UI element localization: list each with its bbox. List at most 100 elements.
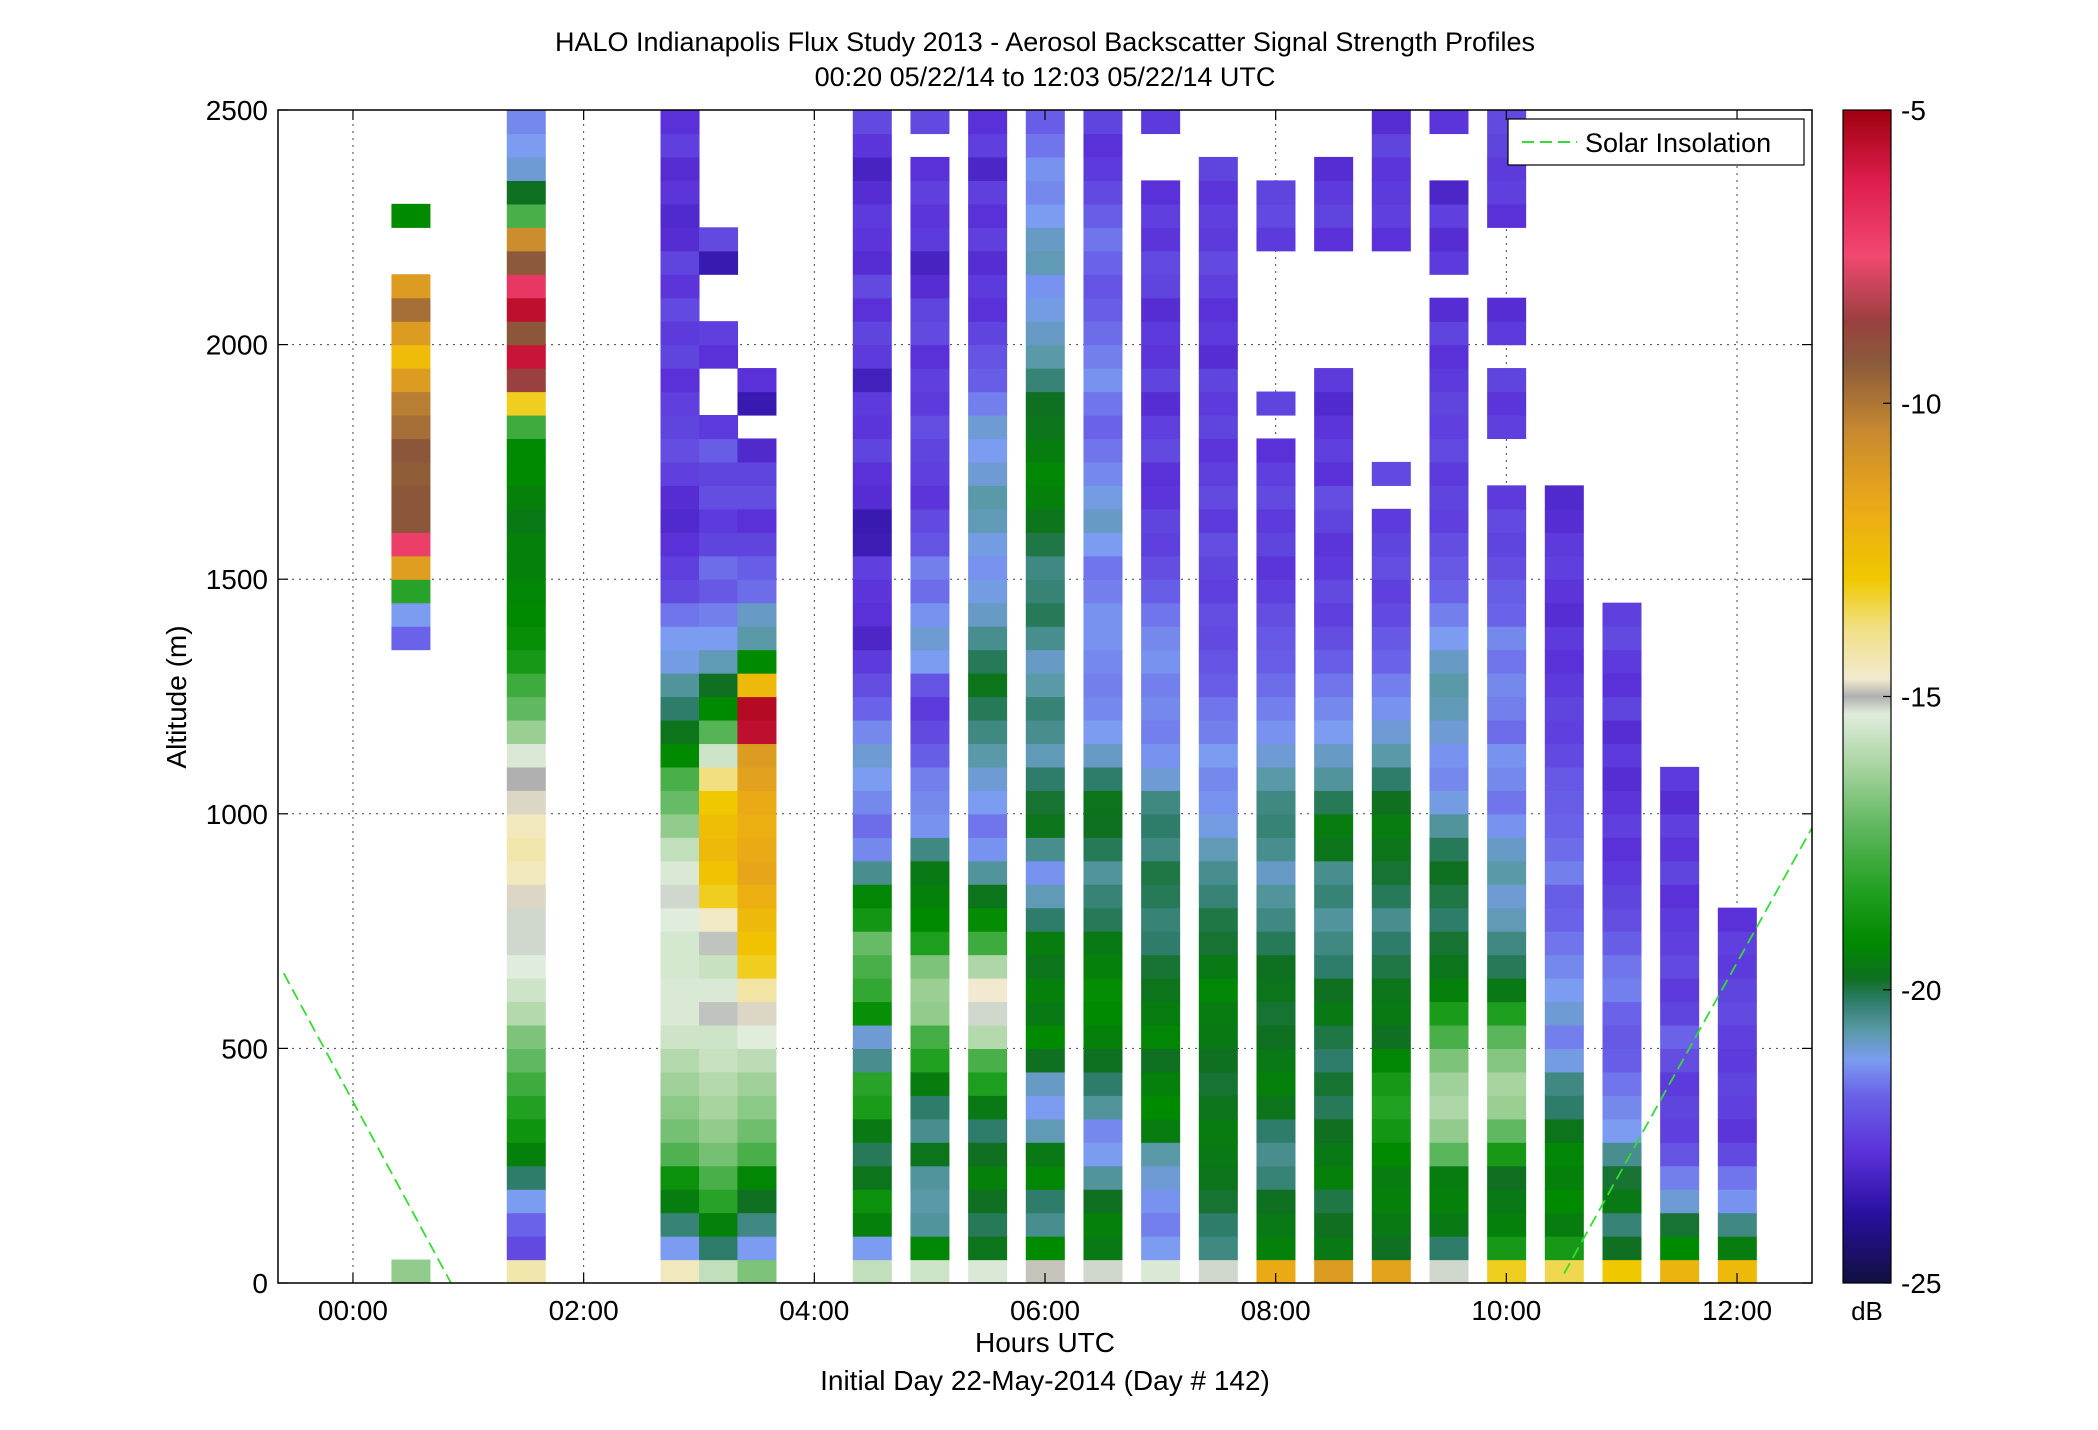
heatmap-cell: [1602, 1024, 1642, 1049]
heatmap-cell: [1429, 461, 1469, 486]
heatmap-cell: [1141, 485, 1181, 510]
heatmap-cell: [1429, 297, 1469, 322]
heatmap-cell: [852, 532, 892, 557]
heatmap-cell: [699, 321, 739, 346]
heatmap-cell: [1544, 579, 1584, 604]
heatmap-cell: [1256, 790, 1296, 815]
heatmap-cell: [852, 1118, 892, 1143]
heatmap-cell: [1256, 227, 1296, 252]
heatmap-cell: [1025, 931, 1065, 956]
heatmap-cell: [1083, 743, 1123, 768]
heatmap-cell: [1025, 438, 1065, 463]
heatmap-cell: [1371, 954, 1411, 979]
heatmap-cell: [910, 110, 950, 135]
heatmap-cell: [1371, 766, 1411, 791]
heatmap-cell: [1544, 837, 1584, 862]
heatmap-cell: [852, 227, 892, 252]
heatmap-cell: [1025, 321, 1065, 346]
heatmap-cell: [660, 156, 700, 181]
colorbar-tick-label: -5: [1901, 95, 1926, 126]
heatmap-cell: [1256, 813, 1296, 838]
heatmap-cell: [1487, 954, 1527, 979]
heatmap-cell: [1025, 414, 1065, 440]
heatmap-cell: [1314, 1142, 1354, 1167]
heatmap-cell: [1660, 766, 1700, 791]
heatmap-cell: [1256, 1165, 1296, 1190]
heatmap-cell: [968, 1024, 1008, 1049]
heatmap-cell: [1256, 461, 1296, 486]
heatmap-cell: [968, 1095, 1008, 1120]
heatmap-cell: [1256, 884, 1296, 909]
heatmap-cell: [660, 414, 700, 440]
heatmap-cell: [852, 1095, 892, 1120]
heatmap-cell: [1083, 719, 1123, 745]
heatmap-cell: [506, 860, 546, 885]
x-tick-label: 10:00: [1471, 1295, 1541, 1326]
heatmap-cell: [1544, 1071, 1584, 1096]
heatmap-cell: [1314, 719, 1354, 745]
heatmap-cell: [1429, 954, 1469, 979]
heatmap-cell: [1717, 978, 1757, 1003]
heatmap-cell: [1314, 461, 1354, 486]
heatmap-cell: [1025, 766, 1065, 791]
heatmap-cell: [852, 719, 892, 745]
heatmap-cell: [506, 1142, 546, 1167]
heatmap-cell: [506, 203, 546, 228]
heatmap-cell: [1083, 110, 1123, 135]
heatmap-cell: [1487, 696, 1527, 721]
heatmap-cell: [699, 1236, 739, 1261]
heatmap-cell: [910, 931, 950, 956]
solar-insolation-lines: [282, 827, 1812, 1283]
heatmap-cell: [1314, 532, 1354, 557]
heatmap-cell: [1487, 907, 1527, 932]
heatmap-cell: [660, 532, 700, 557]
heatmap-cell: [699, 1259, 739, 1283]
heatmap-cell: [852, 602, 892, 627]
heatmap-cell: [1141, 532, 1181, 557]
x-tick-label: 00:00: [318, 1295, 388, 1326]
heatmap-cell: [506, 579, 546, 604]
heatmap-cell: [1083, 344, 1123, 369]
heatmap-cell: [1025, 884, 1065, 909]
heatmap-cell: [1025, 461, 1065, 486]
heatmap-cell: [1083, 649, 1123, 674]
heatmap-cell: [1141, 579, 1181, 604]
heatmap-cell: [1429, 1048, 1469, 1073]
heatmap-cell: [1429, 180, 1469, 205]
heatmap-cell: [1198, 790, 1238, 815]
heatmap-cell: [1660, 978, 1700, 1003]
heatmap-cell: [1544, 485, 1584, 510]
heatmap-cell: [910, 414, 950, 440]
heatmap-cell: [506, 414, 546, 440]
heatmap-cell: [1256, 766, 1296, 791]
legend-box: [1507, 118, 1805, 166]
heatmap-cell: [1487, 884, 1527, 909]
heatmap-cell: [699, 1001, 739, 1026]
heatmap-cell: [1025, 555, 1065, 580]
y-tick-label: 1500: [206, 564, 268, 595]
heatmap-cell: [968, 790, 1008, 815]
heatmap-cell: [1429, 203, 1469, 228]
heatmap-cell: [1602, 931, 1642, 956]
heatmap-cell: [1083, 555, 1123, 580]
heatmap-cell: [1198, 461, 1238, 486]
heatmap-cell: [910, 579, 950, 604]
heatmap-cell: [852, 696, 892, 721]
y-tick-label: 1000: [206, 799, 268, 830]
heatmap-cell: [1314, 860, 1354, 885]
heatmap-cell: [1371, 978, 1411, 1003]
heatmap-cell: [506, 133, 546, 158]
colorbar-tick-label: -25: [1901, 1268, 1941, 1299]
heatmap-cell: [1371, 1142, 1411, 1167]
heatmap-cell: [506, 649, 546, 674]
heatmap-cell: [1717, 1236, 1757, 1261]
heatmap-cell: [699, 766, 739, 791]
heatmap-cell: [852, 1212, 892, 1237]
heatmap-cell: [737, 907, 777, 932]
heatmap-cell: [1025, 1212, 1065, 1237]
heatmap-cell: [1198, 555, 1238, 580]
heatmap-cell: [506, 227, 546, 252]
heatmap-cell: [968, 1048, 1008, 1073]
heatmap-cell: [699, 344, 739, 369]
heatmap-cell: [910, 1189, 950, 1214]
